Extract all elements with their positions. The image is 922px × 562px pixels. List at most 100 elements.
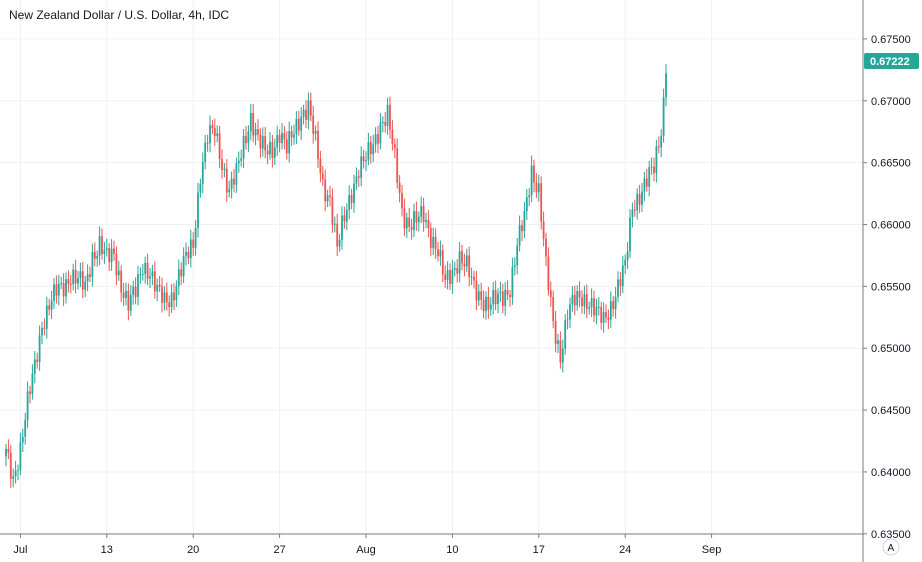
candle-body — [379, 122, 382, 144]
candle-body — [564, 320, 567, 349]
candle-body — [62, 282, 65, 297]
candle-body — [295, 118, 298, 135]
candle — [439, 240, 442, 266]
candle-body — [79, 271, 82, 279]
candle-body — [331, 196, 334, 225]
candle — [225, 159, 228, 203]
candle-body — [201, 162, 204, 184]
candle — [393, 138, 396, 159]
candle — [619, 271, 622, 296]
candle-body — [249, 113, 252, 132]
candle-body — [571, 294, 574, 305]
candle-body — [391, 129, 394, 144]
candle-body — [326, 195, 329, 202]
candle-body — [50, 300, 53, 310]
candle-body — [345, 210, 348, 222]
candle-body — [501, 291, 504, 307]
candle-body — [139, 274, 142, 276]
time-axis[interactable]: Jul 13 20 27 Aug 10 17 24 Sep — [13, 534, 721, 556]
candle — [305, 100, 307, 129]
candle — [240, 149, 243, 167]
candle-body — [204, 142, 207, 163]
price-axis[interactable]: 0.63500 0.64000 0.64500 0.65000 0.65500 0.660… — [863, 34, 911, 541]
candle — [621, 255, 624, 294]
y-tick-label: 0.66500 — [871, 158, 911, 170]
candle — [372, 134, 375, 162]
candle — [470, 267, 473, 285]
candle-body — [84, 281, 87, 290]
x-tick-label: 13 — [101, 544, 113, 556]
candle — [122, 283, 125, 306]
candle-body — [134, 286, 137, 297]
candle — [127, 283, 130, 321]
candle-body — [578, 291, 581, 298]
auto-scale-button[interactable]: A — [882, 538, 900, 556]
candle-body — [206, 142, 209, 144]
candle — [655, 139, 658, 183]
candle-body — [511, 267, 514, 298]
candle-body — [127, 290, 130, 311]
candle — [129, 285, 132, 316]
candle — [657, 136, 660, 154]
candle-body — [473, 276, 475, 281]
candle — [273, 138, 276, 166]
candle — [17, 464, 19, 481]
candle — [458, 242, 461, 283]
candle — [499, 281, 502, 302]
candle — [605, 304, 607, 324]
candle — [281, 123, 283, 150]
candle — [427, 210, 430, 238]
candle — [218, 125, 221, 169]
candle — [297, 110, 300, 136]
candle — [295, 111, 298, 145]
candle — [581, 290, 583, 314]
candle-body — [396, 148, 399, 183]
candle — [648, 160, 651, 197]
candle-body — [230, 178, 233, 189]
candle-body — [55, 284, 58, 296]
candle-body — [355, 176, 358, 184]
candle-body — [410, 226, 413, 230]
candle — [93, 242, 96, 267]
candle — [182, 247, 185, 284]
candle — [434, 228, 437, 259]
candle — [617, 271, 619, 302]
candle-body — [309, 100, 312, 116]
candle-body — [557, 340, 559, 344]
candle-body — [398, 182, 401, 193]
candle — [324, 169, 327, 212]
candle-body — [314, 130, 317, 134]
candle — [317, 121, 319, 168]
candle-body — [300, 116, 303, 131]
candle-body — [122, 292, 125, 298]
candle — [482, 290, 485, 319]
candle — [360, 146, 363, 187]
candle — [463, 253, 466, 277]
auto-scale-label[interactable]: A — [888, 543, 895, 554]
candle-body — [492, 290, 495, 305]
candle — [408, 207, 411, 233]
candle — [177, 259, 180, 296]
candle-body — [353, 183, 355, 203]
candle — [115, 246, 118, 285]
candle-body — [619, 279, 622, 287]
candle — [338, 233, 341, 252]
candle-body — [497, 293, 499, 305]
candle-body — [413, 211, 415, 230]
candle-body — [367, 142, 370, 160]
candle — [233, 168, 235, 193]
candle — [14, 460, 17, 484]
candle-body — [384, 121, 387, 126]
auto-scale-button-bg[interactable] — [882, 538, 900, 556]
candle — [348, 185, 351, 220]
candle-body — [665, 73, 667, 98]
candle-body — [528, 195, 531, 198]
candle-body — [487, 296, 490, 310]
candle — [585, 284, 588, 319]
candle-body — [305, 109, 307, 120]
candle — [557, 333, 559, 354]
candle — [413, 203, 415, 238]
candle — [516, 238, 519, 275]
candle — [607, 309, 610, 330]
